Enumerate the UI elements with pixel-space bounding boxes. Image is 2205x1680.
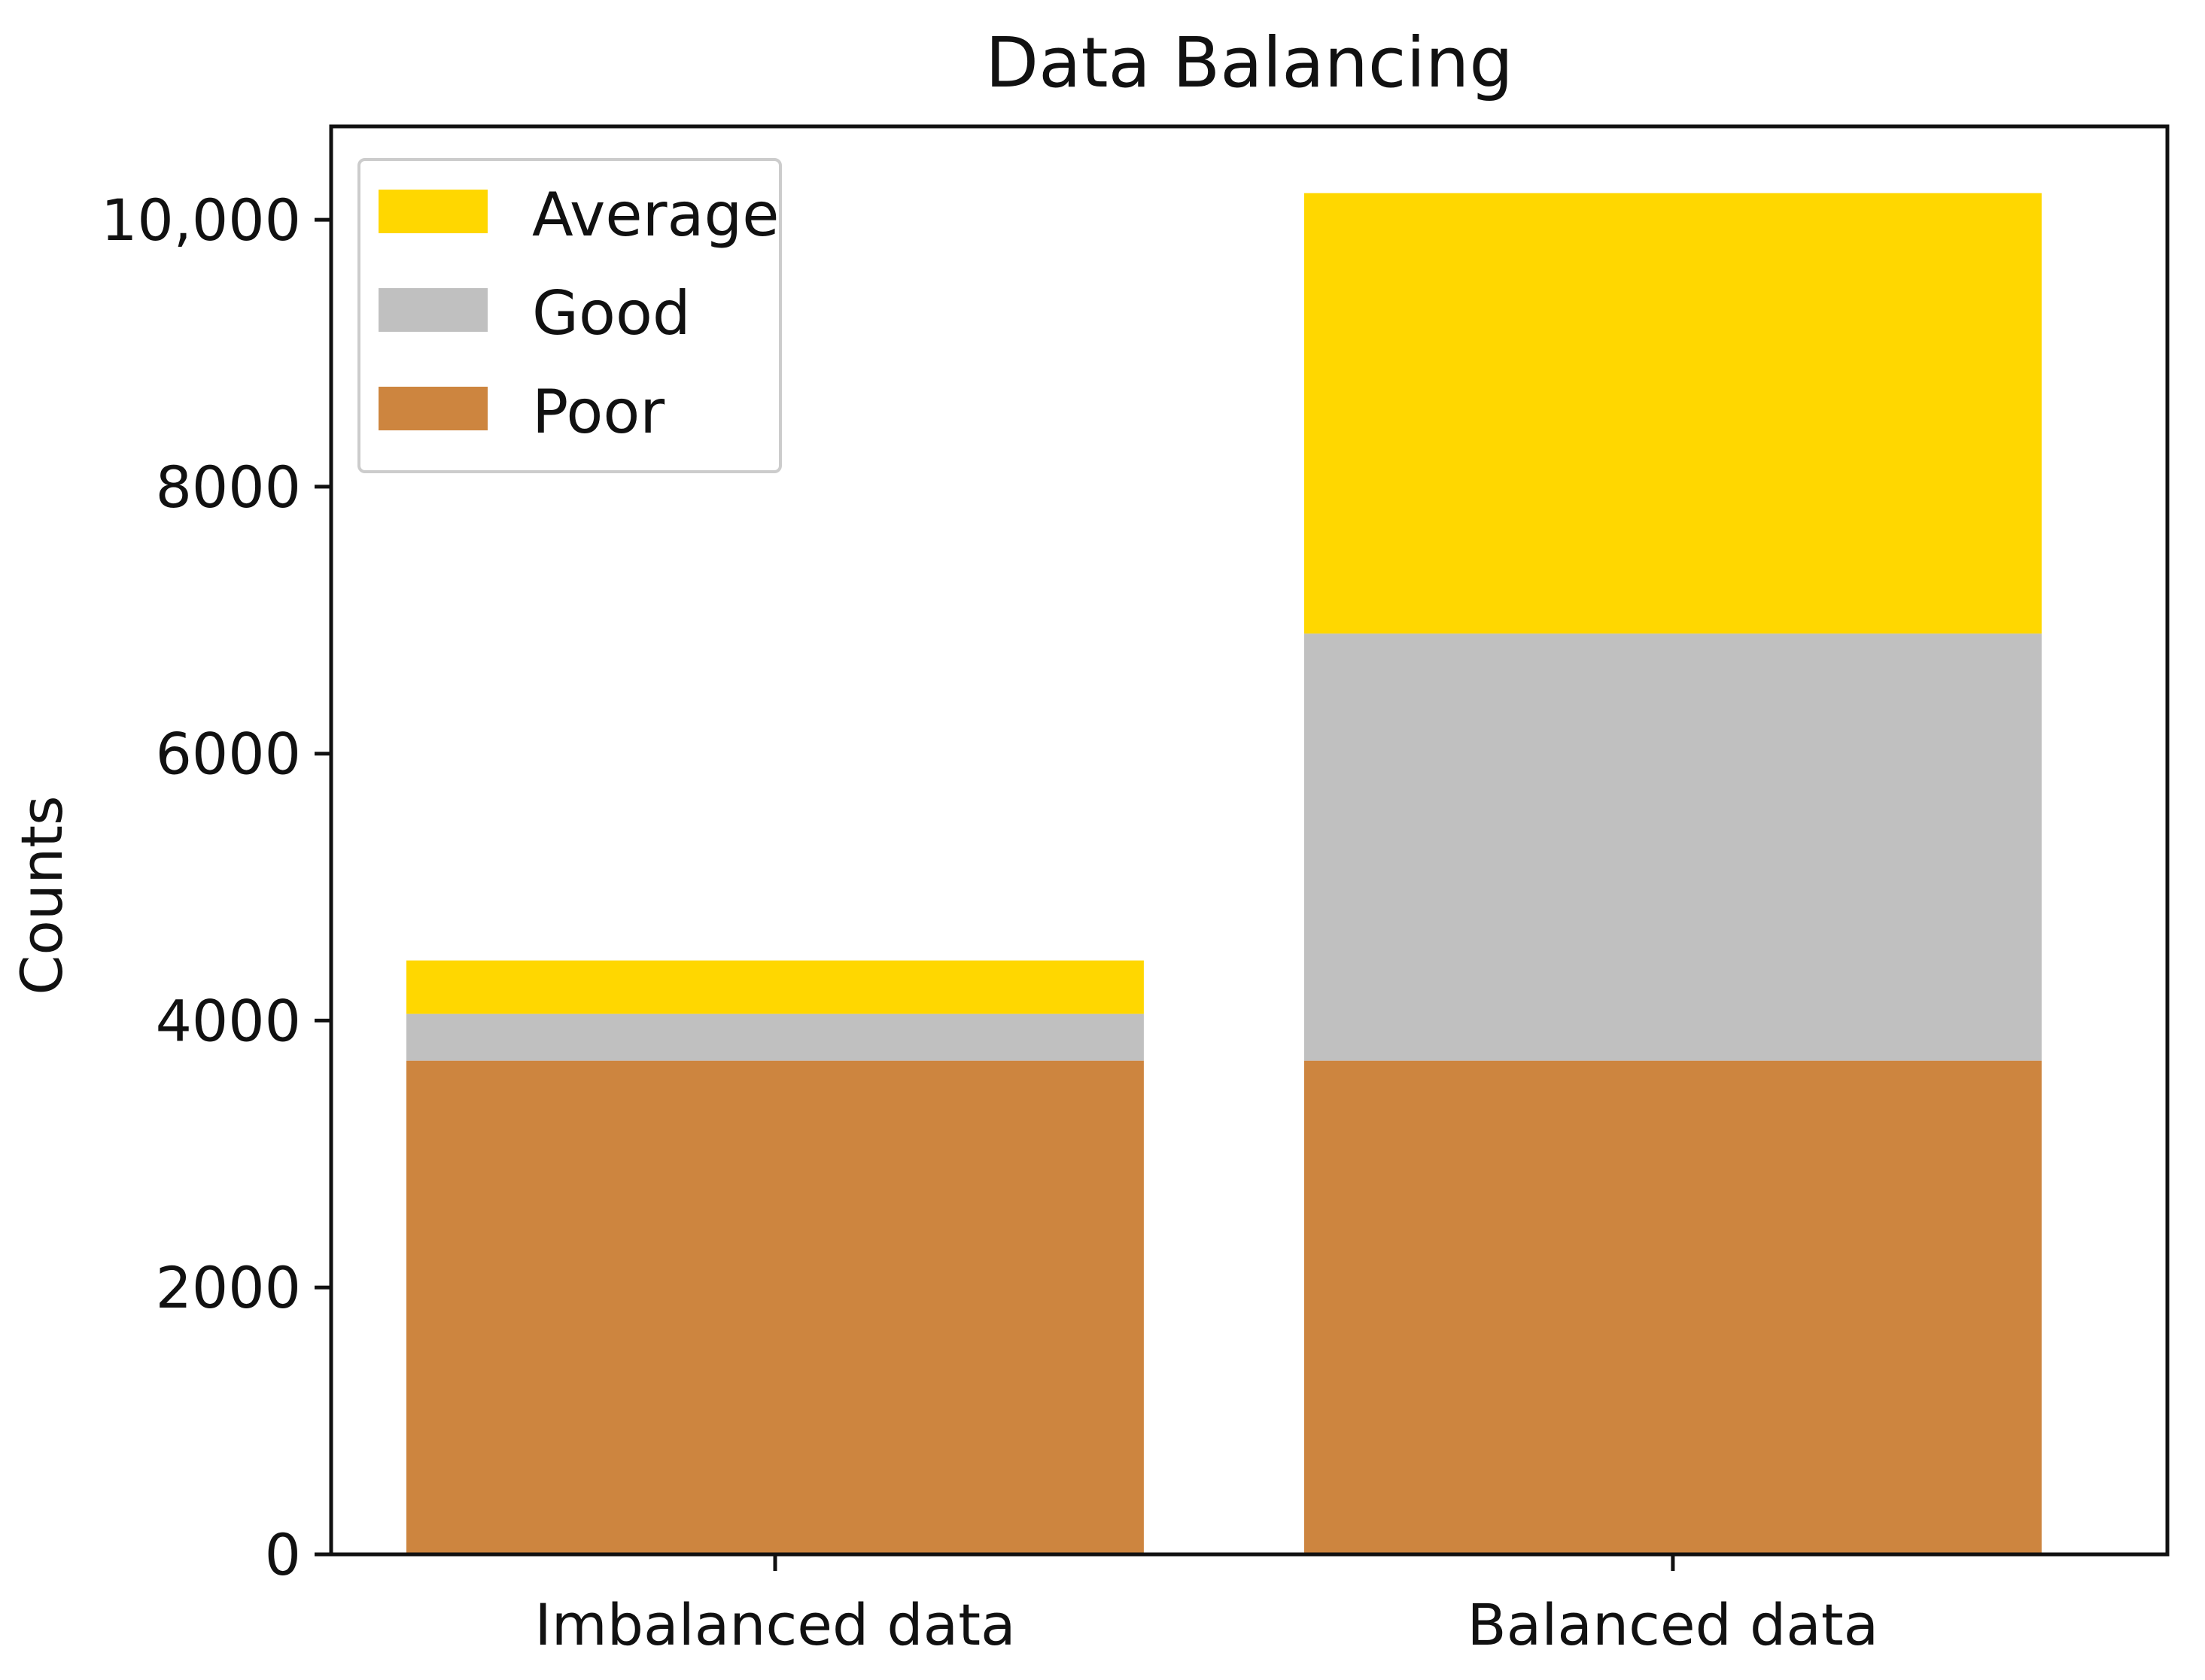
bars-layer: [406, 193, 2042, 1554]
legend: Average Good Poor: [357, 158, 782, 473]
x-tick-label-balanced-data: Balanced data: [1467, 1591, 1879, 1658]
bar-balanced-data-average: [1304, 193, 2042, 634]
y-axis-label: Counts: [8, 795, 75, 995]
y-tick-label-8000: 8000: [156, 454, 301, 521]
y-tick-label-10000: 10,000: [101, 187, 301, 254]
bar-balanced-data-good: [1304, 633, 2042, 1061]
legend-label-poor: Poor: [532, 377, 665, 447]
y-tick-label-2000: 2000: [156, 1254, 301, 1321]
legend-swatch-good: [379, 288, 488, 332]
chart-title: Data Balancing: [985, 23, 1513, 103]
bar-imbalanced-data-poor: [406, 1060, 1144, 1554]
bar-balanced-data-poor: [1304, 1060, 2042, 1554]
legend-swatch-average: [379, 190, 488, 233]
y-tick-label-0: 0: [265, 1521, 301, 1588]
bar-imbalanced-data-average: [406, 960, 1144, 1014]
plot-frame: [329, 124, 2170, 1557]
bar-imbalanced-data-good: [406, 1013, 1144, 1061]
legend-label-good: Good: [532, 278, 691, 348]
x-tick-label-imbalanced-data: Imbalanced data: [534, 1591, 1015, 1658]
legend-label-average: Average: [532, 180, 780, 250]
ticks-layer: 0 2000 4000 6000 8000 10,000 Imbalanced data Ba…: [101, 187, 1878, 1658]
y-tick-label-4000: 4000: [156, 987, 301, 1054]
y-tick-label-6000: 6000: [156, 721, 301, 788]
legend-swatch-poor: [379, 387, 488, 430]
